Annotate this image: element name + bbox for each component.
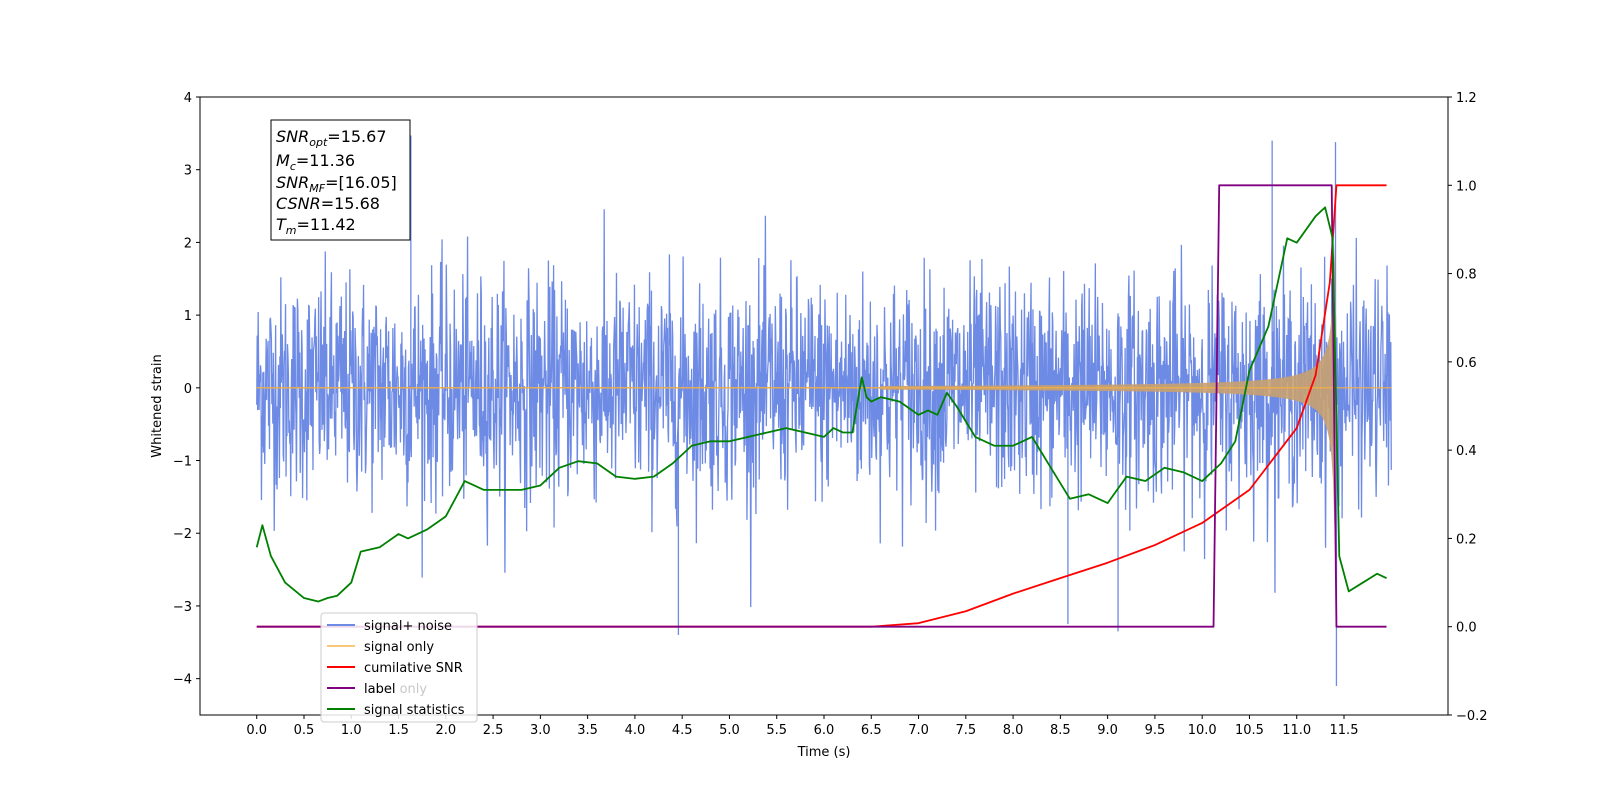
- x-tick-label: 8.5: [1050, 723, 1071, 738]
- plot-area: [255, 135, 1392, 686]
- x-tick-label: 6.0: [814, 723, 835, 738]
- y-tick-label: 1: [184, 309, 192, 324]
- annotation-snr-mf: SNRMF=[16.05]: [276, 173, 397, 195]
- annotation-tm: Tm=11.42: [276, 215, 356, 237]
- x-tick-label: 5.5: [766, 723, 787, 738]
- x-tick-label: 11.5: [1330, 723, 1359, 738]
- y-tick-label: 4: [184, 91, 192, 106]
- x-tick-label: 5.0: [719, 723, 740, 738]
- y-axis-label: Whitened strain: [150, 354, 165, 457]
- y-tick-label: 3: [184, 164, 192, 179]
- y2-tick-label: 0.2: [1456, 532, 1477, 547]
- y-tick-label: −3: [173, 600, 192, 615]
- y-tick-label: 2: [184, 236, 192, 251]
- x-tick-label: 1.0: [341, 723, 362, 738]
- series-signal-statistics: [255, 206, 1387, 603]
- legend-label-label-only: label only: [364, 682, 427, 697]
- y-tick-label: −1: [173, 455, 192, 470]
- legend: signal+ noise signal only cumilative SNR…: [320, 612, 478, 723]
- x-tick-label: 3.5: [577, 723, 598, 738]
- annotation-snr-opt: SNRopt=15.67: [276, 127, 387, 149]
- x-tick-label: 9.5: [1145, 723, 1166, 738]
- x-tick-label: 2.5: [483, 723, 504, 738]
- x-tick-label: 9.0: [1097, 723, 1118, 738]
- x-tick-label: 10.5: [1235, 723, 1264, 738]
- x-tick-label: 7.5: [955, 723, 976, 738]
- legend-label-cumulative-snr: cumilative SNR: [364, 661, 463, 676]
- x-tick-label: 3.0: [530, 723, 551, 738]
- stats-annotation: SNRopt=15.67 Mc=11.36 SNRMF=[16.05] CSNR…: [270, 119, 411, 241]
- x-tick-label: 7.0: [908, 723, 929, 738]
- x-tick-label: 4.0: [625, 723, 646, 738]
- y2-tick-label: 0.8: [1456, 268, 1477, 283]
- y-tick-label: −2: [173, 527, 192, 542]
- series-signal-noise: [256, 209, 1392, 608]
- legend-label-label: label: [364, 682, 395, 697]
- annotation-box: [270, 119, 411, 241]
- y2-tick-label: 0.4: [1456, 444, 1477, 459]
- series-label: [256, 184, 1387, 628]
- y2-tick-label: 0.0: [1456, 621, 1477, 636]
- y2-tick-label: −0.2: [1456, 709, 1488, 724]
- x-tick-label: 1.5: [388, 723, 409, 738]
- x-tick-label: 10.0: [1188, 723, 1217, 738]
- legend-label-signal-noise: signal+ noise: [364, 619, 452, 634]
- legend-label-signal-statistics: signal statistics: [364, 703, 465, 718]
- x-tick-label: 2.0: [435, 723, 456, 738]
- x-tick-label: 4.5: [672, 723, 693, 738]
- x-tick-label: 6.5: [861, 723, 882, 738]
- axes-ticks: 0.0 0.5 1.0 1.5 2.0 2.5 3.0 3.5 4.0 4.5 5.0 5.5 6.0 6…: [173, 91, 1488, 738]
- legend-label-signal-only: signal only: [364, 640, 434, 655]
- x-axis-label: Time (s): [797, 745, 851, 760]
- x-tick-label: 11.0: [1282, 723, 1311, 738]
- y-tick-label: 0: [184, 382, 192, 397]
- series-cumulative-snr: [256, 184, 1387, 628]
- y2-tick-label: 1.0: [1456, 179, 1477, 194]
- x-tick-label: 8.0: [1003, 723, 1024, 738]
- annotation-mc: Mc=11.36: [276, 151, 355, 173]
- y-tick-label: −4: [173, 673, 192, 688]
- y2-tick-label: 1.2: [1456, 91, 1477, 106]
- x-tick-label: 0.0: [246, 723, 267, 738]
- legend-box: [320, 612, 478, 723]
- annotation-csnr: CSNR=15.68: [276, 194, 380, 213]
- y2-tick-label: 0.6: [1456, 356, 1477, 371]
- x-tick-label: 0.5: [294, 723, 315, 738]
